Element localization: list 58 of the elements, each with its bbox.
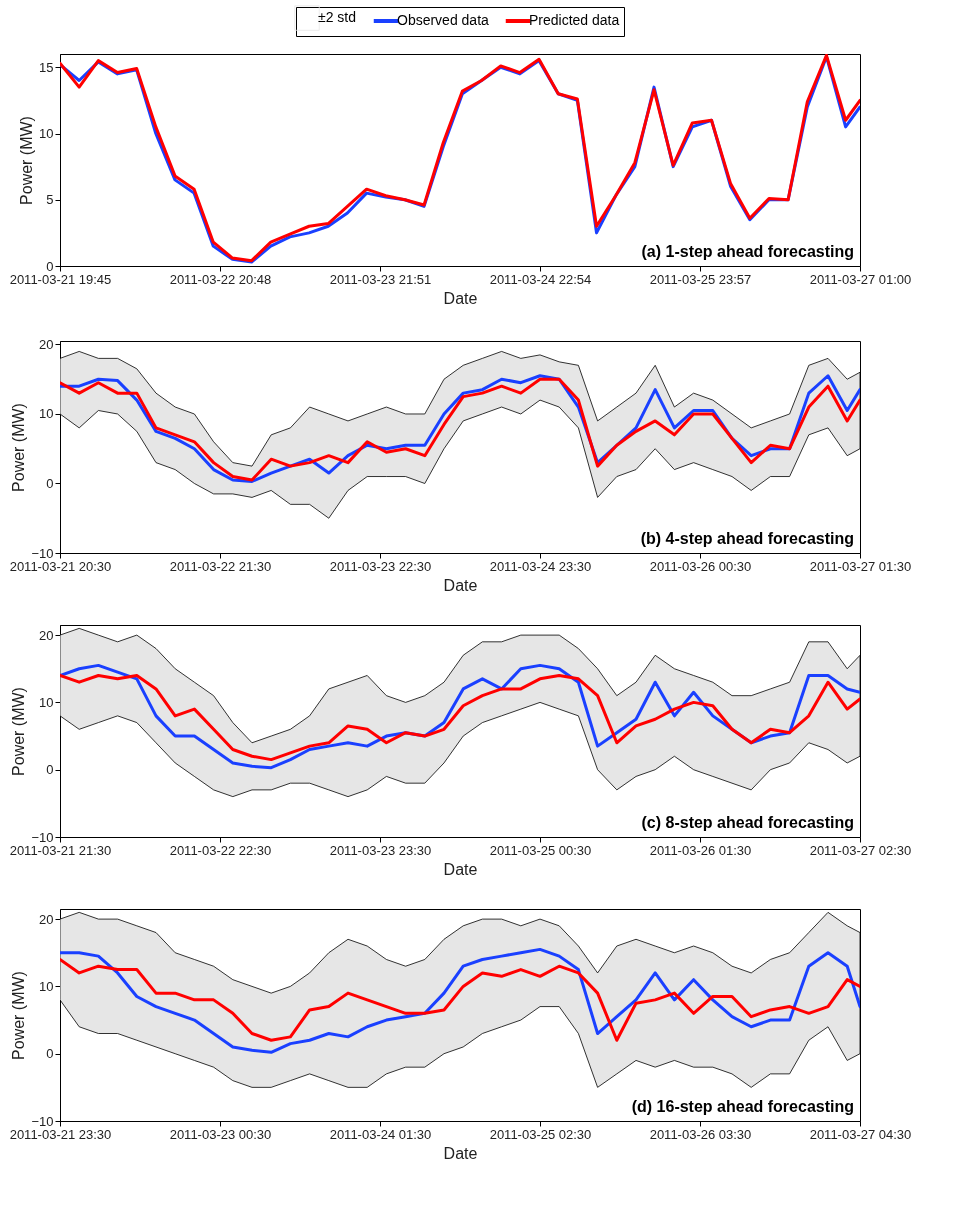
x-tick-label: 2011-03-21 20:30 bbox=[9, 558, 112, 574]
y-tick-label: 10 bbox=[39, 978, 54, 994]
x-tick-label: 2011-03-25 00:30 bbox=[489, 842, 592, 858]
x-axis-title: Date bbox=[443, 1144, 478, 1162]
y-tick-label: 10 bbox=[39, 406, 54, 422]
y-axis-title: Power (MW) bbox=[10, 687, 28, 776]
x-tick-label: 2011-03-23 22:30 bbox=[329, 558, 432, 574]
x-tick-label: 2011-03-24 23:30 bbox=[489, 558, 592, 574]
y-tick-label: 0 bbox=[46, 762, 54, 778]
y-tick-label: 0 bbox=[46, 1046, 54, 1062]
y-tick-label: 15 bbox=[39, 59, 54, 75]
y-tick-label: 10 bbox=[39, 694, 54, 710]
x-tick-label: 2011-03-25 23:57 bbox=[649, 271, 752, 287]
x-tick-label: 2011-03-22 22:30 bbox=[169, 842, 272, 858]
y-tick-label: 0 bbox=[46, 475, 54, 491]
x-tick-label: 2011-03-27 04:30 bbox=[809, 1126, 912, 1142]
x-tick-label: 2011-03-21 21:30 bbox=[9, 842, 112, 858]
x-tick-label: 2011-03-22 20:48 bbox=[169, 271, 272, 287]
x-tick-label: 2011-03-25 02:30 bbox=[489, 1126, 592, 1142]
x-axis-title: Date bbox=[443, 289, 478, 307]
x-tick-label: 2011-03-26 00:30 bbox=[649, 558, 752, 574]
x-tick-label: 2011-03-23 00:30 bbox=[169, 1126, 272, 1142]
y-axis-title: Power (MW) bbox=[10, 403, 28, 492]
y-tick-label: 20 bbox=[39, 911, 54, 927]
annotation: (b) 4-step ahead forecasting bbox=[640, 530, 854, 547]
x-tick-label: 2011-03-24 22:54 bbox=[489, 271, 592, 287]
x-axis-title: Date bbox=[443, 860, 478, 878]
line-series bbox=[60, 957, 860, 1042]
legend-label: Observed data bbox=[397, 12, 490, 28]
annotation: (c) 8-step ahead forecasting bbox=[641, 814, 854, 831]
x-tick-label: 2011-03-21 23:30 bbox=[9, 1126, 112, 1142]
y-tick-label: 0 bbox=[46, 258, 54, 274]
x-tick-label: 2011-03-27 01:00 bbox=[809, 271, 912, 287]
y-tick-label: −10 bbox=[31, 1113, 54, 1129]
x-tick-label: 2011-03-26 01:30 bbox=[649, 842, 752, 858]
x-tick-label: 2011-03-22 21:30 bbox=[169, 558, 272, 574]
y-tick-label: −10 bbox=[31, 545, 54, 561]
legend-label: ±2 std bbox=[318, 9, 357, 26]
x-tick-label: 2011-03-21 19:45 bbox=[9, 271, 112, 287]
y-tick-label: 20 bbox=[39, 336, 54, 352]
x-axis-title: Date bbox=[443, 576, 478, 594]
y-axis-title: Power (MW) bbox=[10, 971, 28, 1060]
line-series bbox=[60, 947, 860, 1054]
annotation: (a) 1-step ahead forecasting bbox=[641, 243, 854, 260]
y-tick-label: −10 bbox=[31, 829, 54, 845]
y-tick-label: 20 bbox=[39, 627, 54, 643]
legend-label: Predicted data bbox=[529, 12, 620, 28]
x-tick-label: 2011-03-23 23:30 bbox=[329, 842, 432, 858]
y-tick-label: 10 bbox=[39, 126, 54, 141]
y-tick-label: 5 bbox=[46, 192, 54, 208]
annotation: (d) 16-step ahead forecasting bbox=[631, 1098, 854, 1115]
x-tick-label: 2011-03-27 02:30 bbox=[809, 842, 912, 858]
x-tick-label: 2011-03-23 21:51 bbox=[329, 271, 432, 287]
line-series bbox=[60, 673, 860, 762]
y-axis-title: Power (MW) bbox=[18, 116, 36, 205]
x-tick-label: 2011-03-24 01:30 bbox=[329, 1126, 432, 1142]
x-tick-label: 2011-03-26 03:30 bbox=[649, 1126, 752, 1142]
x-tick-label: 2011-03-27 01:30 bbox=[809, 558, 912, 574]
